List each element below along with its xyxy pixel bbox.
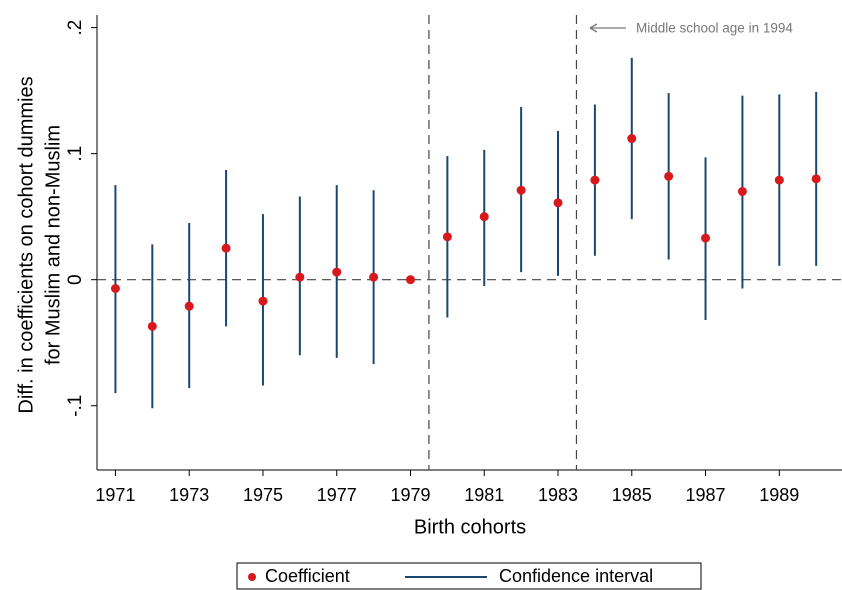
coefficient-point: [737, 186, 747, 196]
coefficient-point: [627, 134, 637, 144]
x-axis-title: Birth cohorts: [414, 516, 526, 538]
x-tick-label: 1983: [538, 485, 578, 505]
coefficient-point: [553, 198, 563, 208]
x-tick-label: 1971: [95, 485, 135, 505]
annotation-arrow-head: [589, 23, 598, 33]
y-tick-label: 0: [65, 274, 86, 285]
coefficient-point: [295, 272, 305, 282]
coefficient-point: [774, 175, 784, 185]
x-tick-label: 1985: [612, 485, 652, 505]
x-tick-label: 1975: [243, 485, 283, 505]
coefficient-point: [332, 267, 342, 277]
x-tick-label: 1973: [169, 485, 209, 505]
x-tick-label: 1979: [390, 485, 430, 505]
y-axis-title: for Muslim and non-Muslim: [42, 125, 64, 365]
coefficient-point: [664, 171, 674, 181]
y-tick-label: .1: [65, 146, 86, 162]
coefficient-point: [369, 272, 379, 282]
y-tick-label: .2: [65, 20, 86, 36]
legend-label: Coefficient: [265, 566, 350, 586]
x-tick-label: 1987: [686, 485, 726, 505]
coefficient-point: [258, 296, 268, 306]
x-tick-label: 1981: [464, 485, 504, 505]
legend-marker: [248, 573, 256, 581]
x-tick-label: 1989: [759, 485, 799, 505]
legend-label: Confidence interval: [499, 566, 653, 586]
coefficient-point: [811, 174, 821, 184]
coefficient-point: [184, 301, 194, 311]
y-tick-label: -.1: [65, 395, 86, 417]
coefficient-point: [590, 175, 600, 185]
coefficient-point: [221, 243, 231, 253]
coefficient-point: [516, 185, 526, 195]
annotation: Middle school age in 1994: [636, 21, 793, 36]
coefficient-point: [405, 275, 415, 285]
coefficient-point: [147, 321, 157, 331]
coefficient-point: [442, 232, 452, 242]
x-tick-label: 1977: [317, 485, 357, 505]
coefficient-point: [479, 212, 489, 222]
coefficient-point: [701, 233, 711, 243]
y-axis-title: Diff. in coefficients on cohort dummies: [15, 76, 37, 413]
coefficient-point: [110, 284, 120, 294]
